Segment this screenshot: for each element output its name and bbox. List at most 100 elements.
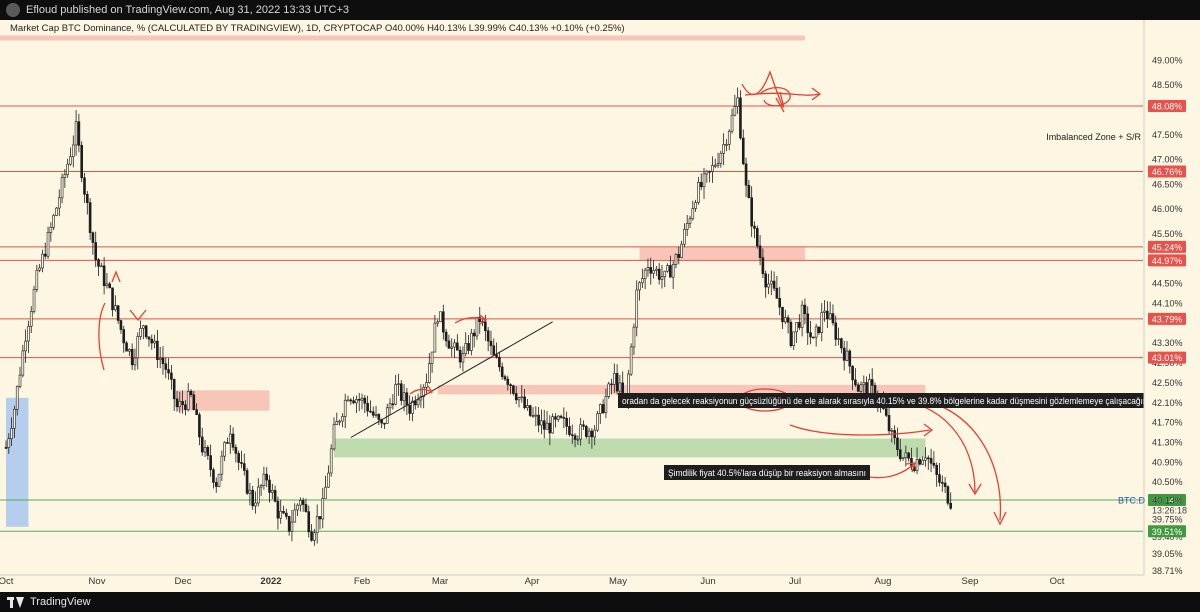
candle-body: [122, 329, 126, 344]
x-tick-label-4: Feb: [354, 576, 370, 587]
candle-body: [296, 504, 299, 511]
candle-body: [91, 232, 95, 243]
candle-body: [192, 394, 196, 411]
candle-body: [371, 411, 375, 416]
candle-body: [795, 322, 798, 333]
y-tick-label-0: 49.00%: [1152, 55, 1183, 65]
candle-body: [80, 145, 83, 179]
candle-body: [817, 326, 821, 334]
candle-body: [341, 416, 344, 422]
publisher-line: Efloud published on TradingView.com, Aug…: [26, 4, 349, 16]
candle-body: [15, 386, 19, 410]
candle-body: [447, 340, 451, 349]
candle-body: [758, 245, 762, 258]
candle-body: [262, 473, 266, 486]
candle-body: [932, 462, 936, 466]
candle-body: [472, 332, 476, 337]
candle-body: [464, 343, 468, 354]
candle-body: [195, 409, 198, 415]
candle-body: [369, 410, 372, 413]
annotation-imbalanced-zone: Imbalanced Zone + S/R: [1046, 132, 1141, 142]
drawing-arrow-small: [869, 462, 916, 479]
candle-body: [837, 338, 840, 340]
candle-body: [657, 268, 661, 280]
candle-body: [388, 403, 392, 409]
candle-body: [915, 459, 919, 471]
candle-body: [158, 357, 162, 361]
y-tick-label-9: 43.30%: [1152, 338, 1183, 348]
annotation-2-text: Şimdilik fiyat 40.5%'lara düşüp bir reak…: [668, 468, 866, 478]
candle-body: [764, 273, 767, 288]
zone-blue-5: [6, 397, 29, 527]
candle-body: [355, 399, 358, 404]
candle-body: [638, 282, 641, 291]
candle-body: [823, 310, 826, 313]
candle-body: [598, 404, 602, 414]
candle-body: [349, 399, 353, 402]
candle-body: [453, 342, 456, 348]
candle-body: [301, 500, 305, 505]
x-tick-label-10: Aug: [875, 576, 892, 587]
candle-body: [125, 342, 128, 352]
candle-body: [484, 321, 487, 332]
candle-body: [514, 393, 518, 401]
candle-body: [161, 357, 165, 365]
candle-body: [268, 479, 271, 493]
candle-body: [175, 398, 179, 408]
candle-body: [540, 420, 543, 426]
candle-body: [854, 379, 857, 386]
y-tick-label-6: 45.50%: [1152, 229, 1183, 239]
candle-body: [214, 482, 218, 487]
annotation-2-bg: [664, 465, 870, 480]
candle-body: [4, 447, 8, 449]
candle-body: [655, 268, 658, 271]
candle-body: [88, 202, 92, 233]
candle-body: [705, 170, 709, 175]
chart-area[interactable]: Imbalanced Zone + S/R oradan da gelecek r…: [0, 20, 1200, 592]
zone-resistance-3: [639, 247, 805, 260]
annotation-1-bg: [618, 393, 1156, 408]
candle-body: [697, 182, 700, 203]
zone-resistance-2: [437, 384, 926, 395]
candle-body: [677, 254, 681, 258]
candle-body: [105, 283, 109, 286]
candle-body: [335, 421, 339, 426]
candle-body: [548, 422, 552, 434]
candle-body: [299, 500, 302, 506]
candle-body: [551, 416, 554, 434]
y-tick-label-3: 47.00%: [1152, 155, 1183, 165]
y-tick-label-12: 42.10%: [1152, 398, 1183, 408]
candle-body: [97, 259, 100, 267]
candle-body: [755, 228, 759, 247]
candle-body: [52, 215, 55, 228]
candle-body: [851, 365, 854, 381]
candle-body: [803, 304, 807, 315]
candle-body: [102, 265, 106, 286]
candle-body: [83, 177, 86, 195]
candle-body: [495, 354, 498, 358]
candle-body: [114, 305, 117, 311]
candle-body: [352, 400, 355, 404]
candle-body: [786, 317, 790, 323]
candle-body: [753, 225, 756, 229]
zone-resistance-1: [177, 390, 270, 411]
price-level-label-7: 39.51%: [1148, 525, 1186, 538]
btc-dominance-chart[interactable]: Imbalanced Zone + S/R oradan da gelecek r…: [0, 20, 1200, 592]
candle-body: [699, 182, 703, 188]
candle-body: [170, 372, 173, 380]
candle-body: [750, 197, 753, 227]
x-tick-label-7: May: [609, 576, 627, 587]
candle-body: [848, 350, 852, 367]
price-level-label-1: 46.76%: [1148, 165, 1186, 178]
candle-body: [842, 347, 846, 361]
candle-body: [237, 453, 240, 463]
candle-body: [391, 403, 395, 406]
price-level-label-text: 48.08%: [1152, 101, 1183, 111]
candle-body: [444, 331, 448, 342]
candle-body: [733, 106, 737, 116]
drawing-nov-tick: [129, 309, 147, 322]
drawing-nov-arrows: [98, 270, 121, 371]
candle-body: [865, 382, 868, 396]
candle-body: [220, 455, 224, 475]
candle-body: [646, 267, 650, 271]
